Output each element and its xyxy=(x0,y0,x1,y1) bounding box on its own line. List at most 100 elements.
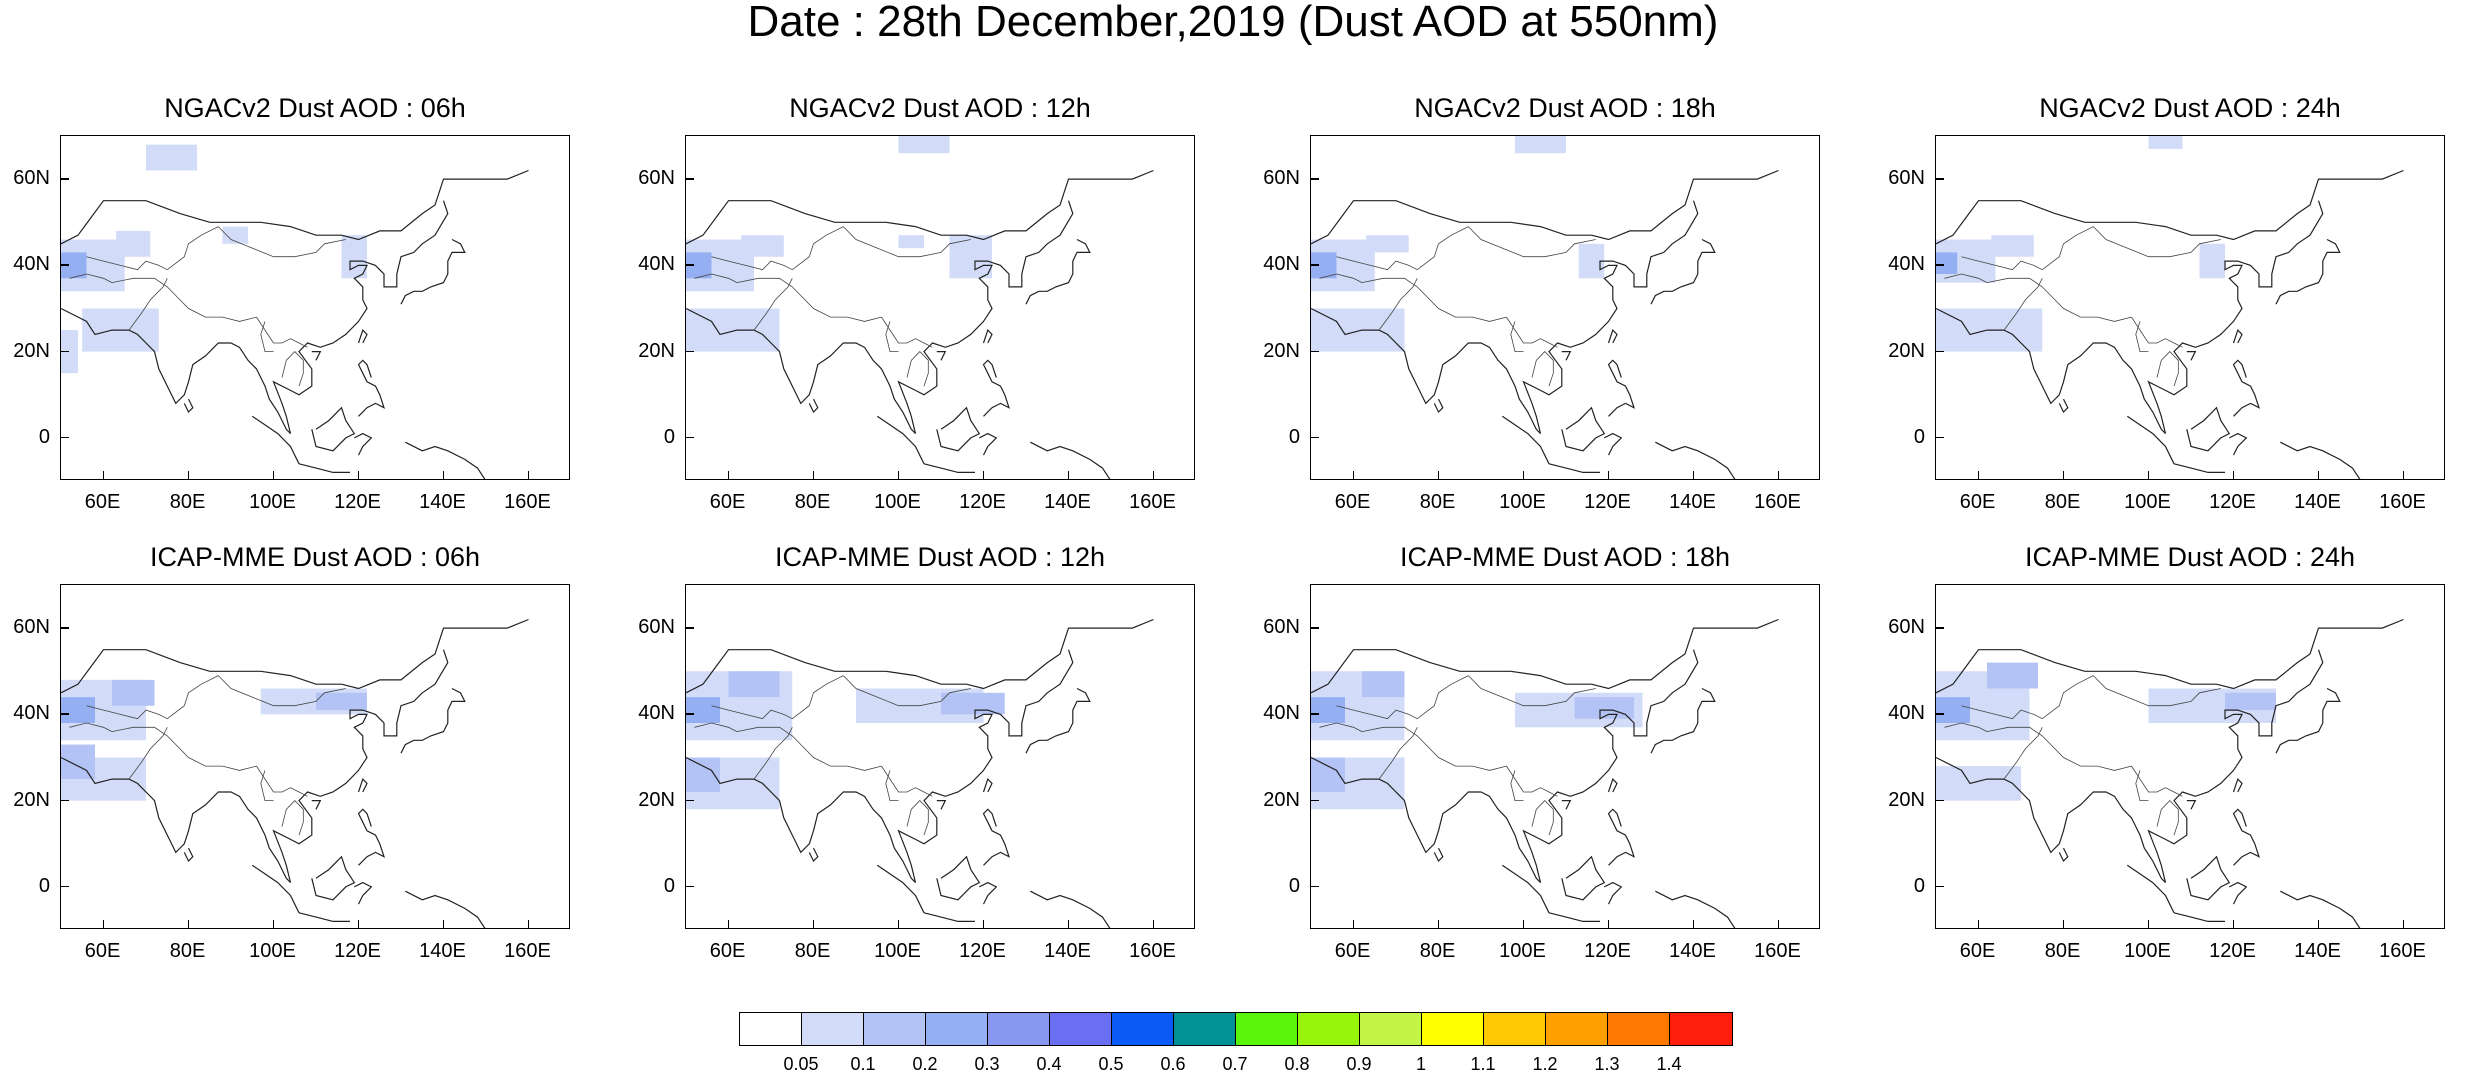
coastline xyxy=(936,406,981,452)
map-icap-24 xyxy=(1935,584,2445,929)
lon-tick-label: 160E xyxy=(2379,491,2426,513)
lon-tick-label: 60E xyxy=(1334,940,1371,962)
coastline xyxy=(982,359,1011,417)
coastline xyxy=(298,463,350,473)
country-border xyxy=(281,800,304,836)
lon-tick-mark xyxy=(2232,920,2234,929)
lat-tick-label: 20N xyxy=(638,788,675,811)
lon-tick-mark xyxy=(1522,920,1524,929)
coastline xyxy=(1025,238,1091,305)
coastline xyxy=(923,912,975,922)
lat-tick-mark xyxy=(685,799,694,802)
lon-tick-label: 80E xyxy=(2044,940,2081,962)
coastline xyxy=(311,855,356,901)
lon-tick-mark xyxy=(2402,920,2404,929)
country-border xyxy=(128,727,168,780)
lon-tick-mark xyxy=(727,471,729,480)
lat-tick-mark xyxy=(685,178,694,180)
coastline xyxy=(2126,864,2175,914)
country-border xyxy=(1319,273,1363,283)
lat-tick-mark xyxy=(1310,885,1319,888)
colorbar-label: 0.2 xyxy=(912,1054,938,1074)
lon-tick-label: 100E xyxy=(874,491,921,513)
coastline xyxy=(1548,912,1600,922)
country-border xyxy=(881,316,933,348)
coastline xyxy=(1561,406,1606,452)
lon-tick-label: 140E xyxy=(1044,491,1091,513)
coastline xyxy=(808,847,819,863)
lat-tick-label: 40N xyxy=(1888,702,1925,725)
lon-tick-mark xyxy=(1607,920,1609,929)
lat-tick-mark xyxy=(1310,350,1319,353)
lon-tick-label: 160E xyxy=(1754,491,1801,513)
lat-tick-label: 40N xyxy=(13,702,50,725)
coastline xyxy=(876,415,925,465)
lon-tick-label: 60E xyxy=(84,940,121,962)
lon-tick-label: 60E xyxy=(1959,491,1996,513)
colorbar-label: 0.1 xyxy=(850,1054,876,1074)
coastline xyxy=(2173,912,2225,922)
coastline xyxy=(1604,432,1623,456)
lat-tick-label: 20N xyxy=(1888,788,1925,811)
country-border xyxy=(694,273,738,283)
lon-tick-mark xyxy=(1152,471,1154,480)
colorbar-label: 0.4 xyxy=(1036,1054,1062,1074)
coastline xyxy=(311,800,322,810)
map-canvas-ngac-06 xyxy=(61,144,529,479)
dust-aod-shading xyxy=(1574,697,1634,719)
lat-tick-mark xyxy=(1310,713,1319,715)
lat-tick-label: 20N xyxy=(1888,339,1925,362)
lon-tick-label: 100E xyxy=(874,940,921,962)
dust-aod-shading xyxy=(686,697,720,723)
map-canvas-icap-24 xyxy=(1936,618,2404,928)
lon-tick-label: 160E xyxy=(504,491,551,513)
coastline xyxy=(405,441,486,479)
coastline xyxy=(1501,864,1550,914)
lon-tick-mark xyxy=(2317,471,2319,480)
country-border xyxy=(711,675,844,720)
coastline xyxy=(1561,855,1606,901)
lon-tick-mark xyxy=(1152,920,1154,929)
lat-tick-mark xyxy=(685,350,694,353)
lon-tick-label: 60E xyxy=(1959,940,1996,962)
coastline xyxy=(1030,441,1111,479)
lon-tick-mark xyxy=(187,920,189,929)
lat-tick-mark xyxy=(60,436,69,439)
country-border xyxy=(1319,722,1363,732)
lon-tick-label: 100E xyxy=(1499,940,1546,962)
coastline xyxy=(2232,777,2243,793)
lon-tick-label: 160E xyxy=(1129,491,1176,513)
lat-tick-label: 0 xyxy=(1913,425,1925,448)
lat-tick-mark xyxy=(60,885,69,888)
coastline xyxy=(936,800,947,810)
coastline xyxy=(1311,169,1779,245)
coastline xyxy=(2126,415,2175,465)
panel-title-ngac-12: NGACv2 Dust AOD : 12h xyxy=(789,93,1091,123)
coastline xyxy=(2147,649,2324,883)
lon-tick-label: 60E xyxy=(709,491,746,513)
colorbar-box xyxy=(740,1013,802,1045)
country-border xyxy=(1531,351,1554,387)
colorbar-box xyxy=(1670,1013,1732,1045)
coastline xyxy=(1936,618,2404,694)
lon-tick-label: 120E xyxy=(2209,491,2256,513)
dust-aod-shading xyxy=(1515,136,1566,154)
lon-tick-mark xyxy=(1692,471,1694,480)
dust-aod-shading xyxy=(1311,697,1345,723)
lon-tick-mark xyxy=(982,920,984,929)
country-border xyxy=(736,277,882,322)
lon-tick-mark xyxy=(812,920,814,929)
dust-aod-shading xyxy=(222,226,248,244)
coastline xyxy=(1561,800,1572,810)
panel-title-ngac-24: NGACv2 Dust AOD : 24h xyxy=(2039,93,2341,123)
lat-tick-label: 20N xyxy=(13,788,50,811)
lon-tick-label: 80E xyxy=(794,940,831,962)
lon-tick-mark xyxy=(2147,920,2149,929)
country-border xyxy=(1336,675,1469,720)
lon-tick-label: 120E xyxy=(1584,940,1631,962)
dust-aod-shading xyxy=(1936,697,1970,723)
lon-tick-mark xyxy=(1352,920,1354,929)
lat-tick-mark xyxy=(1310,436,1319,439)
country-border xyxy=(69,273,113,283)
coastline xyxy=(936,351,947,361)
